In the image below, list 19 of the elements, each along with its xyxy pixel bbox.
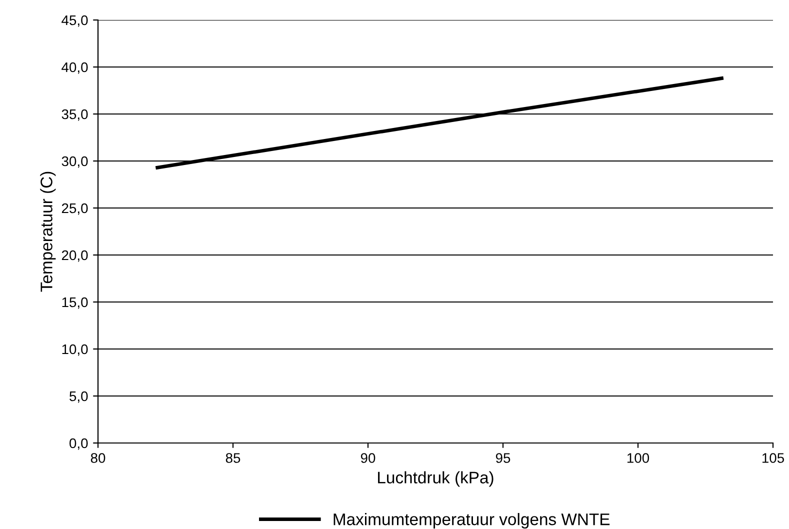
y-tick-label: 5,0	[70, 391, 88, 403]
y-tick-label: 45,0	[62, 15, 88, 27]
x-tick-label: 85	[226, 453, 240, 463]
x-tick-label: 80	[90, 453, 106, 463]
x-tick-label: 90	[360, 453, 376, 463]
y-tick-label: 35,0	[62, 109, 88, 121]
y-axis-title: Temperatuur (C)	[40, 172, 56, 292]
y-tick-label: 10,0	[62, 344, 88, 356]
x-tick-label: 100	[627, 453, 650, 463]
x-axis-title: Luchtdruk (kPa)	[378, 471, 494, 487]
y-tick-label: 40,0	[62, 62, 88, 74]
x-tick-label: 105	[762, 453, 784, 463]
y-tick-label: 20,0	[62, 250, 88, 262]
y-tick-label: 25,0	[62, 203, 88, 215]
legend-label: Maximumtemperatuur volgens WNTE	[334, 512, 610, 529]
y-tick-label: 15,0	[62, 297, 88, 309]
y-tick-label: 30,0	[62, 156, 88, 168]
x-tick-label: 95	[496, 453, 510, 463]
y-tick-label: 0,0	[70, 438, 88, 450]
